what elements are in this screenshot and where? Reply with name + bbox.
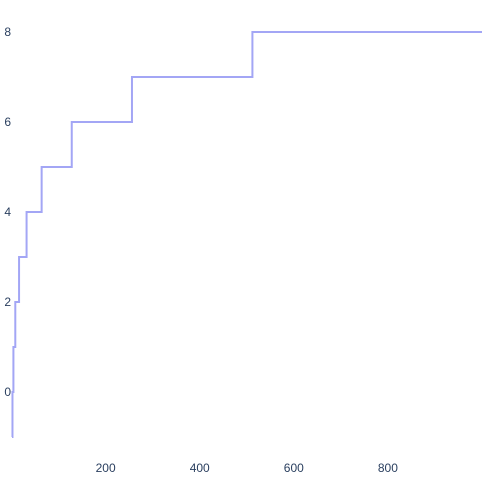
y-tick-label: 6 (4, 115, 11, 129)
series-step-line (11, 31, 482, 438)
y-tick-label: 0 (4, 385, 11, 399)
y-tick-label: 4 (4, 205, 11, 219)
x-axis-ticks: 200 400 600 800 (96, 461, 399, 475)
y-axis-ticks: 0 2 4 6 8 (4, 25, 11, 399)
series-group (11, 31, 482, 438)
x-tick-label: 800 (378, 461, 398, 475)
x-tick-label: 200 (96, 461, 116, 475)
x-tick-label: 600 (284, 461, 304, 475)
y-tick-label: 8 (4, 25, 11, 39)
y-tick-label: 2 (4, 295, 11, 309)
x-tick-label: 400 (190, 461, 210, 475)
